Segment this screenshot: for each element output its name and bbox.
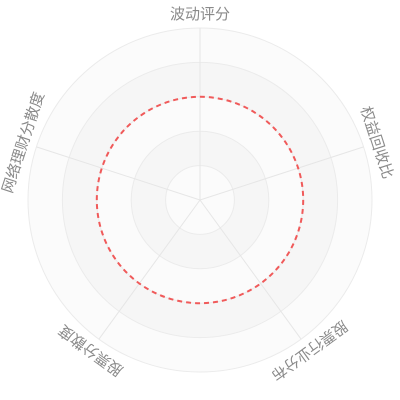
radar-series-line-0	[95, 95, 305, 305]
radar-axis-line-2	[199, 199, 302, 340]
radar-axis-lines	[36, 28, 364, 340]
radar-axis-line-1	[199, 146, 364, 201]
radar-series	[95, 95, 305, 305]
indicator-label-volatility-score: 波动评分	[170, 5, 230, 23]
radar-axis-line-4	[36, 146, 201, 201]
radar-axis-line-3	[98, 199, 201, 340]
